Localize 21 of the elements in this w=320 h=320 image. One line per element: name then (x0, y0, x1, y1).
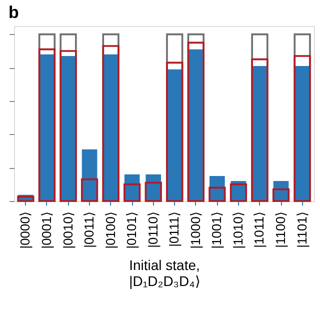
x-tick-label: |1001⟩ (209, 212, 224, 249)
x-tick-label: |0011⟩ (82, 212, 97, 248)
x-tick-label: |1101⟩ (294, 212, 310, 248)
bar (208, 186, 226, 202)
x-tick-label: |0001⟩ (38, 212, 54, 249)
bar (124, 183, 141, 202)
x-tick-label: |0000⟩ (18, 212, 33, 249)
x-tick-label: |0111⟩ (166, 212, 182, 247)
x-axis-title: Initial state, |D₁D₂D₃D₄⟩ (129, 256, 200, 289)
x-tick-label: |0100⟩ (102, 212, 118, 249)
bar (144, 182, 162, 202)
bar (272, 188, 290, 202)
chart-title: b (8, 3, 19, 22)
x-tick-label: |1011⟩ (252, 212, 267, 248)
x-tick-label: |1000⟩ (188, 212, 203, 249)
x-tick-label: |1010⟩ (230, 212, 246, 249)
x-tick-label: |0010⟩ (60, 212, 76, 249)
x-tick-label: |1100⟩ (273, 212, 288, 248)
x-tick-label: |0110⟩ (145, 212, 160, 248)
x-tick-label: |0101⟩ (124, 212, 140, 249)
bar (80, 178, 98, 202)
